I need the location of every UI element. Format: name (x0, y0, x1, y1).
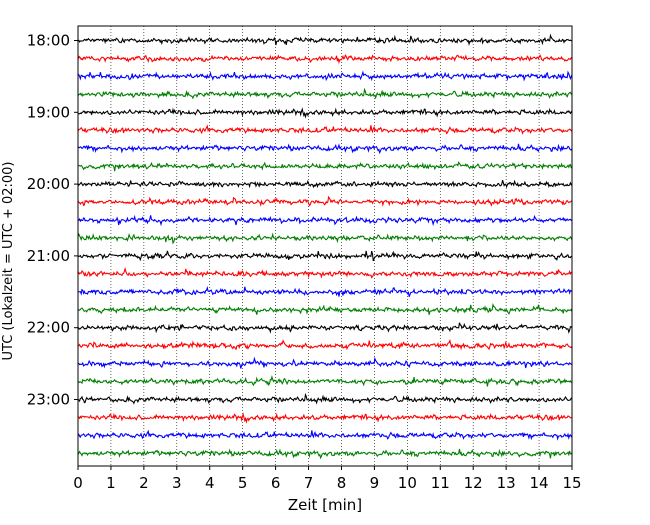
trace-2315 (77, 412, 573, 424)
trace-2115 (77, 266, 573, 279)
trace-2330 (77, 429, 573, 441)
trace-2130 (77, 285, 573, 297)
y-tick-label-20:00: 20:00 (27, 175, 70, 193)
x-tick-label-10: 10 (398, 474, 417, 492)
x-tick-label-5: 5 (238, 474, 248, 492)
trace-2215 (77, 338, 573, 351)
trace-2345 (77, 448, 573, 460)
x-tick-label-4: 4 (205, 474, 215, 492)
trace-2030 (77, 214, 573, 227)
trace-1915 (77, 124, 573, 135)
trace-1830 (77, 70, 573, 82)
y-tick-label-21:00: 21:00 (27, 247, 70, 265)
trace-1900 (77, 107, 573, 119)
trace-2100 (77, 250, 573, 262)
trace-2200 (77, 322, 573, 334)
x-tick-label-7: 7 (304, 474, 314, 492)
trace-1815 (77, 54, 573, 65)
x-tick-label-6: 6 (271, 474, 281, 492)
grid-layer (110, 26, 540, 466)
plot-frame (77, 25, 573, 467)
y-tick-label-23:00: 23:00 (27, 391, 70, 409)
x-tick-label-8: 8 (337, 474, 347, 492)
y-tick-label-18:00: 18:00 (27, 32, 70, 50)
y-axis-title: UTC (Lokalzeit = UTC + 02:00) (1, 162, 16, 361)
x-tick-label-14: 14 (530, 474, 549, 492)
trace-2000 (77, 179, 573, 189)
trace-2145 (77, 302, 573, 315)
trace-2230 (77, 356, 573, 369)
trace-2045 (77, 232, 573, 245)
trace-1845 (77, 87, 573, 100)
x-tick-label-9: 9 (370, 474, 380, 492)
x-tick-label-11: 11 (431, 474, 450, 492)
trace-1945 (77, 161, 573, 172)
trace-2300 (77, 392, 573, 405)
y-axis-ticks: 18:00 19:00 20:00 21:00 22:00 23:00 (27, 32, 78, 409)
x-tick-label-3: 3 (172, 474, 182, 492)
y-tick-label-22:00: 22:00 (27, 319, 70, 337)
y-tick-label-19:00: 19:00 (27, 103, 70, 121)
x-tick-label-0: 0 (73, 474, 83, 492)
x-axis-title: Zeit [min] (288, 496, 362, 514)
trace-1930 (77, 143, 573, 155)
trace-2245 (77, 375, 573, 387)
x-tick-label-12: 12 (464, 474, 483, 492)
trace-2015 (77, 195, 573, 207)
x-tick-label-2: 2 (139, 474, 149, 492)
trace-1800 (77, 33, 573, 47)
x-tick-label-15: 15 (562, 474, 581, 492)
x-tick-label-1: 1 (106, 474, 116, 492)
x-tick-label-13: 13 (497, 474, 516, 492)
x-axis-ticks: 0 1 2 3 4 5 6 7 8 9 10 11 12 13 14 15 (73, 466, 582, 492)
trace-layer (77, 33, 573, 460)
